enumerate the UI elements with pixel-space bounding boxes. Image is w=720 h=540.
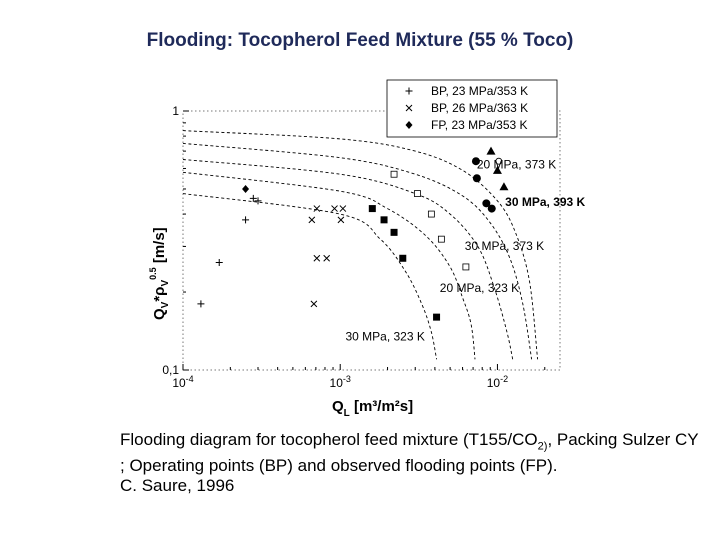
flooding-curve (182, 130, 539, 360)
data-point-square (368, 205, 376, 213)
y-axis-label: QV*ρV0.5 [m/s] (148, 227, 171, 320)
x-tick-label: 10-4 (172, 374, 193, 390)
data-point-square-open (427, 210, 435, 218)
data-point-cross (310, 300, 318, 308)
axes: 10-4 10-3 10-2 1 0,1 QL [m³/m²s] QV*ρV0.5 [m/s… (148, 104, 546, 419)
curve-label: 30 MPa, 393 K (505, 195, 585, 209)
data-point-circle (471, 157, 480, 166)
data-point-cross (313, 205, 321, 212)
data-point-circle (487, 204, 496, 213)
data-point-square (433, 313, 441, 321)
legend: BP, 23 MPa/353 K BP, 26 MPa/363 K FP, 23 M… (386, 79, 558, 138)
legend-label: FP, 23 MPa/353 K (431, 118, 528, 132)
figure-caption: Flooding diagram for tocopherol feed mix… (120, 430, 700, 496)
data-point-circle-open (495, 157, 503, 165)
data-point-square (399, 254, 407, 262)
plot-border (182, 110, 561, 371)
data-point-triangle (499, 182, 509, 191)
flooding-curve (182, 142, 533, 360)
caption-text-2: , Packing Sulzer CY ; Operating points (… (120, 430, 699, 476)
data-point-cross (323, 254, 331, 262)
data-point-square-open (462, 263, 470, 271)
data-point-diamond (242, 184, 250, 193)
data-point-square-open (414, 190, 421, 197)
slide-title: Flooding: Tocopherol Feed Mixture (55 % … (146, 30, 574, 51)
data-point-cross (337, 216, 345, 224)
data-point-triangle (486, 146, 496, 155)
caption-credit: C. Saure, 1996 (120, 476, 235, 496)
data-point-circle (482, 199, 491, 208)
legend-marker-cross (405, 104, 413, 112)
x-tick-label: 10-2 (487, 374, 508, 390)
legend-box (386, 79, 558, 138)
data-point-plus (215, 259, 223, 267)
data-markers (197, 146, 509, 321)
curve-label: 20 MPa, 373 K (477, 157, 556, 171)
curve-label: 30 MPa, 323 K (345, 329, 424, 343)
data-point-triangle (492, 165, 502, 174)
curve-label: 30 MPa, 373 K (465, 239, 544, 253)
plot-frame (182, 110, 561, 371)
data-point-cross (313, 254, 321, 262)
data-point-plus (197, 300, 205, 308)
x-axis-label: QL [m³/m²s] (332, 398, 413, 419)
flooding-curve (182, 159, 514, 360)
data-point-plus (254, 197, 262, 205)
data-point-square (380, 216, 388, 224)
flooding-curves (182, 130, 539, 360)
curve-labels: 20 MPa, 373 K 30 MPa, 393 K 30 MPa, 373 K 2… (345, 157, 585, 343)
curve-label: 20 MPa, 323 K (440, 281, 519, 295)
caption-subscript: 2) (537, 440, 548, 453)
data-point-circle (472, 174, 481, 183)
y-tick-label: 0,1 (162, 363, 179, 377)
x-tick-label: 10-3 (330, 374, 351, 390)
data-point-square-open (437, 235, 445, 243)
data-point-plus (249, 194, 257, 202)
data-point-plus (242, 216, 250, 224)
y-tick-label: 1 (172, 104, 179, 118)
data-point-square-open (390, 170, 398, 178)
legend-marker-diamond (405, 121, 413, 129)
flooding-curve (182, 171, 476, 360)
data-point-cross (339, 205, 347, 212)
legend-label: BP, 23 MPa/353 K (431, 84, 528, 98)
legend-marker-plus (405, 87, 413, 95)
flooding-chart: 20 MPa, 373 K 30 MPa, 393 K 30 MPa, 373 K 2… (148, 79, 586, 419)
data-point-square (390, 228, 398, 236)
caption-text-1: Flooding diagram for tocopherol feed mix… (120, 430, 538, 449)
data-point-cross (308, 216, 316, 224)
data-point-cross (331, 205, 338, 212)
legend-label: BP, 26 MPa/363 K (431, 101, 528, 115)
flooding-curve (182, 193, 438, 360)
